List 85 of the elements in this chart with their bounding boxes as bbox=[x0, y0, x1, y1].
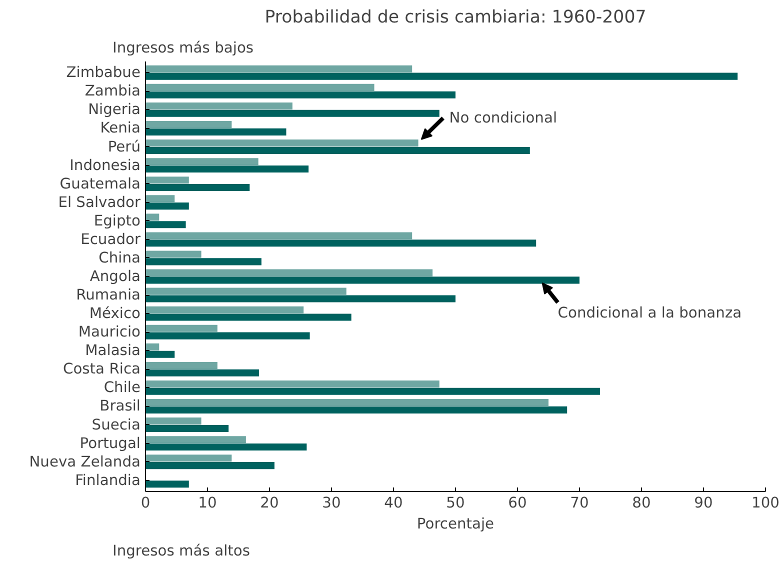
bar bbox=[146, 258, 262, 266]
bar bbox=[146, 443, 307, 451]
bar bbox=[146, 110, 440, 117]
y-tick-label: Egipto bbox=[94, 212, 141, 230]
y-tick-label: Brasil bbox=[100, 398, 140, 415]
annotation: No condicional bbox=[449, 110, 558, 127]
bar bbox=[146, 436, 246, 444]
text: Ingresos más altos bbox=[112, 542, 250, 560]
bar bbox=[146, 221, 186, 228]
y-tick-label: Perú bbox=[108, 138, 141, 156]
bar bbox=[146, 202, 189, 210]
x-tick-label: 60 bbox=[508, 494, 527, 512]
y-tick-label: Finlandia bbox=[75, 472, 141, 489]
bar bbox=[146, 332, 310, 340]
y-tick-label: Kenia bbox=[100, 120, 141, 137]
bar bbox=[146, 84, 374, 91]
bar bbox=[146, 91, 456, 98]
bar bbox=[146, 424, 229, 432]
bar bbox=[146, 350, 175, 358]
bar bbox=[146, 120, 232, 128]
bar bbox=[146, 462, 274, 470]
y-tick-label: Guatemala bbox=[60, 175, 140, 192]
y-tick-label: Suecia bbox=[92, 416, 141, 434]
bar bbox=[146, 102, 292, 110]
bar bbox=[146, 240, 536, 247]
bar bbox=[146, 306, 304, 314]
x-tick-label: 90 bbox=[694, 494, 713, 512]
x-tick-label: 40 bbox=[384, 494, 403, 512]
y-tick-label: Angola bbox=[90, 268, 140, 285]
bar bbox=[146, 454, 232, 462]
y-tick-label: Nueva Zelanda bbox=[29, 453, 141, 470]
bar bbox=[146, 295, 456, 302]
chart-title: Probabilidad de crisis cambiaria: 1960-2007 bbox=[264, 8, 646, 28]
bar bbox=[146, 65, 412, 72]
bar bbox=[146, 362, 218, 369]
y-tick-label: Zambia bbox=[84, 82, 140, 100]
bar bbox=[146, 480, 189, 488]
annotation: Condicional a la bonanza bbox=[558, 304, 742, 322]
x-tick-label: 100 bbox=[752, 494, 780, 512]
bar bbox=[146, 343, 160, 350]
x-tick-label: 30 bbox=[322, 494, 341, 512]
y-tick-label: Zimbabue bbox=[66, 64, 141, 82]
y-tick-label: Mauricio bbox=[78, 324, 141, 341]
bar bbox=[146, 250, 202, 258]
y-tick-label: Indonesia bbox=[70, 156, 141, 174]
bar bbox=[146, 406, 568, 414]
bar bbox=[146, 399, 548, 406]
x-tick-label: 10 bbox=[198, 494, 217, 512]
x-tick-label: 20 bbox=[260, 494, 279, 512]
text: Ingresos más bajos bbox=[112, 40, 254, 56]
bar bbox=[146, 214, 160, 221]
y-tick-label: México bbox=[89, 305, 141, 322]
x-tick-label: 50 bbox=[446, 494, 465, 512]
x-tick-label: 70 bbox=[570, 494, 589, 512]
bar bbox=[146, 314, 352, 321]
bar bbox=[146, 140, 418, 147]
y-tick-label: Rumania bbox=[76, 286, 141, 304]
x-tick-label: 0 bbox=[140, 494, 150, 512]
bar bbox=[146, 146, 530, 154]
bar bbox=[146, 158, 258, 166]
x-tick-label: 80 bbox=[632, 494, 651, 512]
y-tick-label: Ecuador bbox=[80, 230, 142, 248]
y-tick-label: China bbox=[98, 249, 141, 266]
bar bbox=[146, 380, 440, 388]
bar bbox=[146, 324, 218, 332]
bar bbox=[146, 165, 309, 173]
bar bbox=[146, 276, 580, 284]
bar bbox=[146, 232, 412, 240]
x-axis-title: Porcentaje bbox=[416, 516, 494, 532]
bar bbox=[146, 72, 738, 80]
bar bbox=[146, 128, 286, 136]
bar bbox=[146, 288, 346, 295]
bar bbox=[146, 418, 202, 425]
y-tick-label: Nigeria bbox=[88, 101, 141, 118]
y-tick-label: Malasia bbox=[85, 342, 141, 360]
bar bbox=[146, 195, 175, 202]
bar bbox=[146, 269, 433, 276]
y-tick-label: Costa Rica bbox=[62, 360, 141, 378]
y-tick-label: Chile bbox=[104, 379, 141, 396]
y-tick-label: Portugal bbox=[80, 434, 141, 452]
bar bbox=[146, 369, 259, 376]
bar bbox=[146, 388, 600, 395]
bar bbox=[146, 176, 189, 184]
bar bbox=[146, 184, 250, 192]
y-tick-label: El Salvador bbox=[58, 194, 142, 211]
